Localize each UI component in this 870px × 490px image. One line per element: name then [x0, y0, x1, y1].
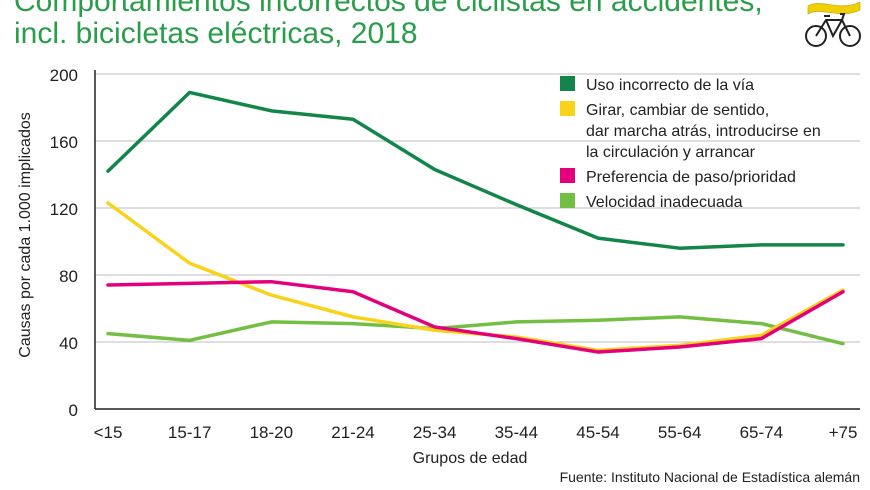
x-tick-label: 21-24 — [331, 423, 374, 442]
x-axis-label: Grupos de edad — [413, 450, 528, 467]
y-tick-label: 200 — [50, 66, 78, 85]
y-tick-label: 0 — [69, 401, 78, 420]
legend-label: Girar, cambiar de sentido, — [586, 102, 769, 119]
grid-lines — [94, 70, 860, 410]
legend-swatch — [560, 168, 575, 183]
chart-title-line2: incl. bicicletas eléctricas, 2018 — [14, 17, 418, 50]
legend-swatch — [560, 193, 575, 208]
x-tick-label: 55-64 — [658, 423, 701, 442]
logo — [805, 1, 861, 47]
legend-swatch — [560, 101, 575, 116]
series-lines — [106, 90, 845, 354]
legend-label: Uso incorrecto de la vía — [586, 77, 754, 94]
y-tick-label: 160 — [50, 133, 78, 152]
bicycle-icon — [805, 13, 861, 47]
legend-label: Preferencia de paso/prioridad — [586, 169, 796, 186]
legend-label: la circulación y arrancar — [586, 144, 756, 161]
y-tick-label: 80 — [59, 267, 78, 286]
legend-label: Velocidad inadecuada — [586, 194, 743, 211]
legend: Uso incorrecto de la vía Girar, cambiar d… — [560, 76, 821, 211]
legend-label: dar marcha atrás, introducirse en — [586, 123, 821, 140]
series-line-3 — [106, 279, 845, 354]
x-tick-label: 65-74 — [740, 423, 783, 442]
x-tick-label: 35-44 — [495, 423, 538, 442]
series-line-4 — [106, 315, 845, 346]
series-line-1 — [106, 90, 845, 250]
x-tick-label: 15-17 — [168, 423, 211, 442]
y-tick-label: 40 — [59, 334, 78, 353]
x-tick-label: +75 — [829, 423, 858, 442]
legend-swatch — [560, 76, 575, 91]
chart-title: Comportamientos incorrectos de ciclistas… — [14, 0, 763, 50]
x-tick-label: <15 — [94, 423, 123, 442]
series-line-2 — [106, 201, 845, 353]
flag-icon — [807, 1, 861, 15]
y-axis-ticks: 0 40 80 120 160 200 — [50, 66, 78, 420]
source-note: Fuente: Instituto Nacional de Estadístic… — [560, 469, 860, 485]
y-axis-label: Causas por cada 1.000 implicados — [17, 112, 34, 357]
x-tick-label: 45-54 — [576, 423, 619, 442]
x-tick-label: 18-20 — [250, 423, 293, 442]
x-axis-ticks: <15 15-17 18-20 21-24 25-34 35-44 45-54 55-64 65… — [94, 423, 858, 442]
chart-title-line1: Comportamientos incorrectos de ciclistas… — [14, 0, 763, 18]
y-tick-label: 120 — [50, 200, 78, 219]
x-tick-label: 25-34 — [413, 423, 456, 442]
